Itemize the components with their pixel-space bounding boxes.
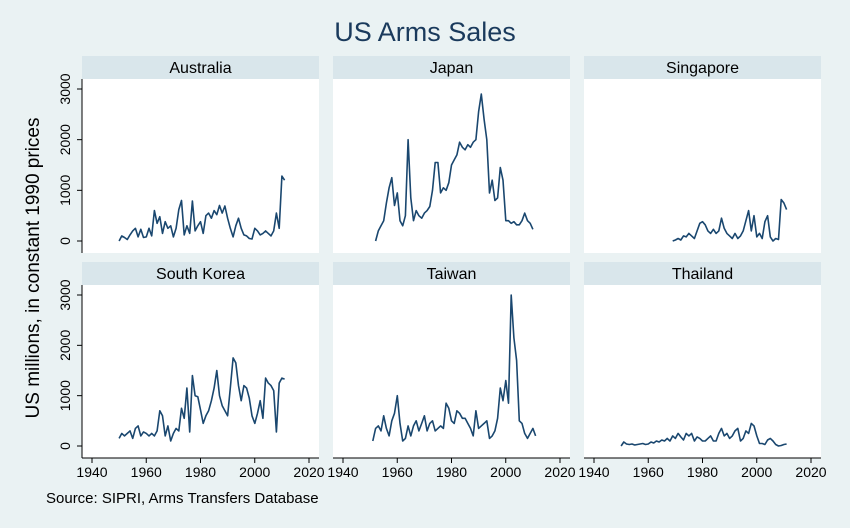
- series-line-australia: [118, 175, 286, 242]
- panel-title: Taiwan: [427, 266, 477, 283]
- panel-strip: [82, 56, 319, 79]
- y-tick-label: 3000: [57, 73, 73, 104]
- panel-strip: [333, 262, 570, 285]
- panel-title: Thailand: [672, 266, 733, 283]
- series-line-thailand: [620, 422, 787, 447]
- y-tick-label: 1000: [57, 380, 73, 411]
- y-tick-label: 0: [57, 237, 73, 245]
- panel-south-korea: South Korea 1940 1960 1980 2000 2020 0 1000 2000…: [57, 262, 325, 480]
- x-tick-label: 1980: [185, 464, 216, 480]
- x-tick-label: 1960: [633, 464, 664, 480]
- plot-area: [82, 79, 319, 253]
- y-tick-label: 0: [57, 442, 73, 450]
- x-tick-label: 2020: [795, 464, 826, 480]
- x-tick-label: 1940: [327, 464, 358, 480]
- panel-strip: [584, 262, 821, 285]
- panel-strip: [333, 56, 570, 79]
- series-line-singapore: [672, 198, 788, 242]
- panel-strip: [82, 262, 319, 285]
- panel-title: Australia: [169, 60, 231, 77]
- x-tick-label: 1940: [76, 464, 107, 480]
- x-tick-label: 1960: [131, 464, 162, 480]
- panel-thailand: Thailand 1940 1960 1980 2000 2020: [578, 262, 827, 480]
- x-tick-label: 1980: [436, 464, 467, 480]
- x-tick-label: 2020: [293, 464, 324, 480]
- x-axis: 1940 1960 1980 2000 2020: [327, 457, 576, 480]
- y-axis: 0 1000 2000 3000: [57, 73, 83, 253]
- panel-australia: Australia 0 1000 2000 3000: [57, 56, 319, 253]
- x-tick-label: 2000: [239, 464, 270, 480]
- x-tick-label: 2020: [544, 464, 575, 480]
- plot-area: [584, 79, 821, 253]
- y-axis-label: US millions, in constant 1990 prices: [23, 118, 44, 419]
- y-tick-label: 1000: [57, 175, 73, 206]
- panel-singapore: Singapore: [584, 56, 821, 253]
- y-tick-label: 2000: [57, 330, 73, 361]
- panel-title: South Korea: [156, 266, 245, 283]
- x-tick-label: 1980: [687, 464, 718, 480]
- source-note: Source: SIPRI, Arms Transfers Database: [46, 490, 319, 507]
- plot-area: [82, 285, 319, 458]
- series-line-south-korea: [118, 357, 285, 442]
- series-line-japan: [374, 93, 534, 242]
- panel-title: Japan: [430, 60, 474, 77]
- y-tick-label: 3000: [57, 279, 73, 310]
- plot-area: [584, 285, 821, 458]
- panel-title: Singapore: [666, 60, 739, 77]
- x-tick-label: 2000: [741, 464, 772, 480]
- panel-japan: Japan: [333, 56, 570, 253]
- series-line-taiwan: [372, 294, 537, 442]
- panel-grid: Australia 0 1000 2000 3000 Japan Singapore Sout…: [57, 56, 827, 480]
- plot-area: [333, 285, 570, 458]
- panel-strip: [584, 56, 821, 79]
- x-tick-label: 1940: [578, 464, 609, 480]
- x-tick-label: 1960: [382, 464, 413, 480]
- y-tick-label: 2000: [57, 124, 73, 155]
- x-tick-label: 2000: [490, 464, 521, 480]
- chart-title: US Arms Sales: [334, 17, 516, 47]
- x-axis: 1940 1960 1980 2000 2020: [76, 457, 325, 480]
- panel-taiwan: Taiwan 1940 1960 1980 2000 2020: [327, 262, 576, 480]
- y-axis: 0 1000 2000 3000: [57, 279, 83, 458]
- x-axis: 1940 1960 1980 2000 2020: [578, 457, 827, 480]
